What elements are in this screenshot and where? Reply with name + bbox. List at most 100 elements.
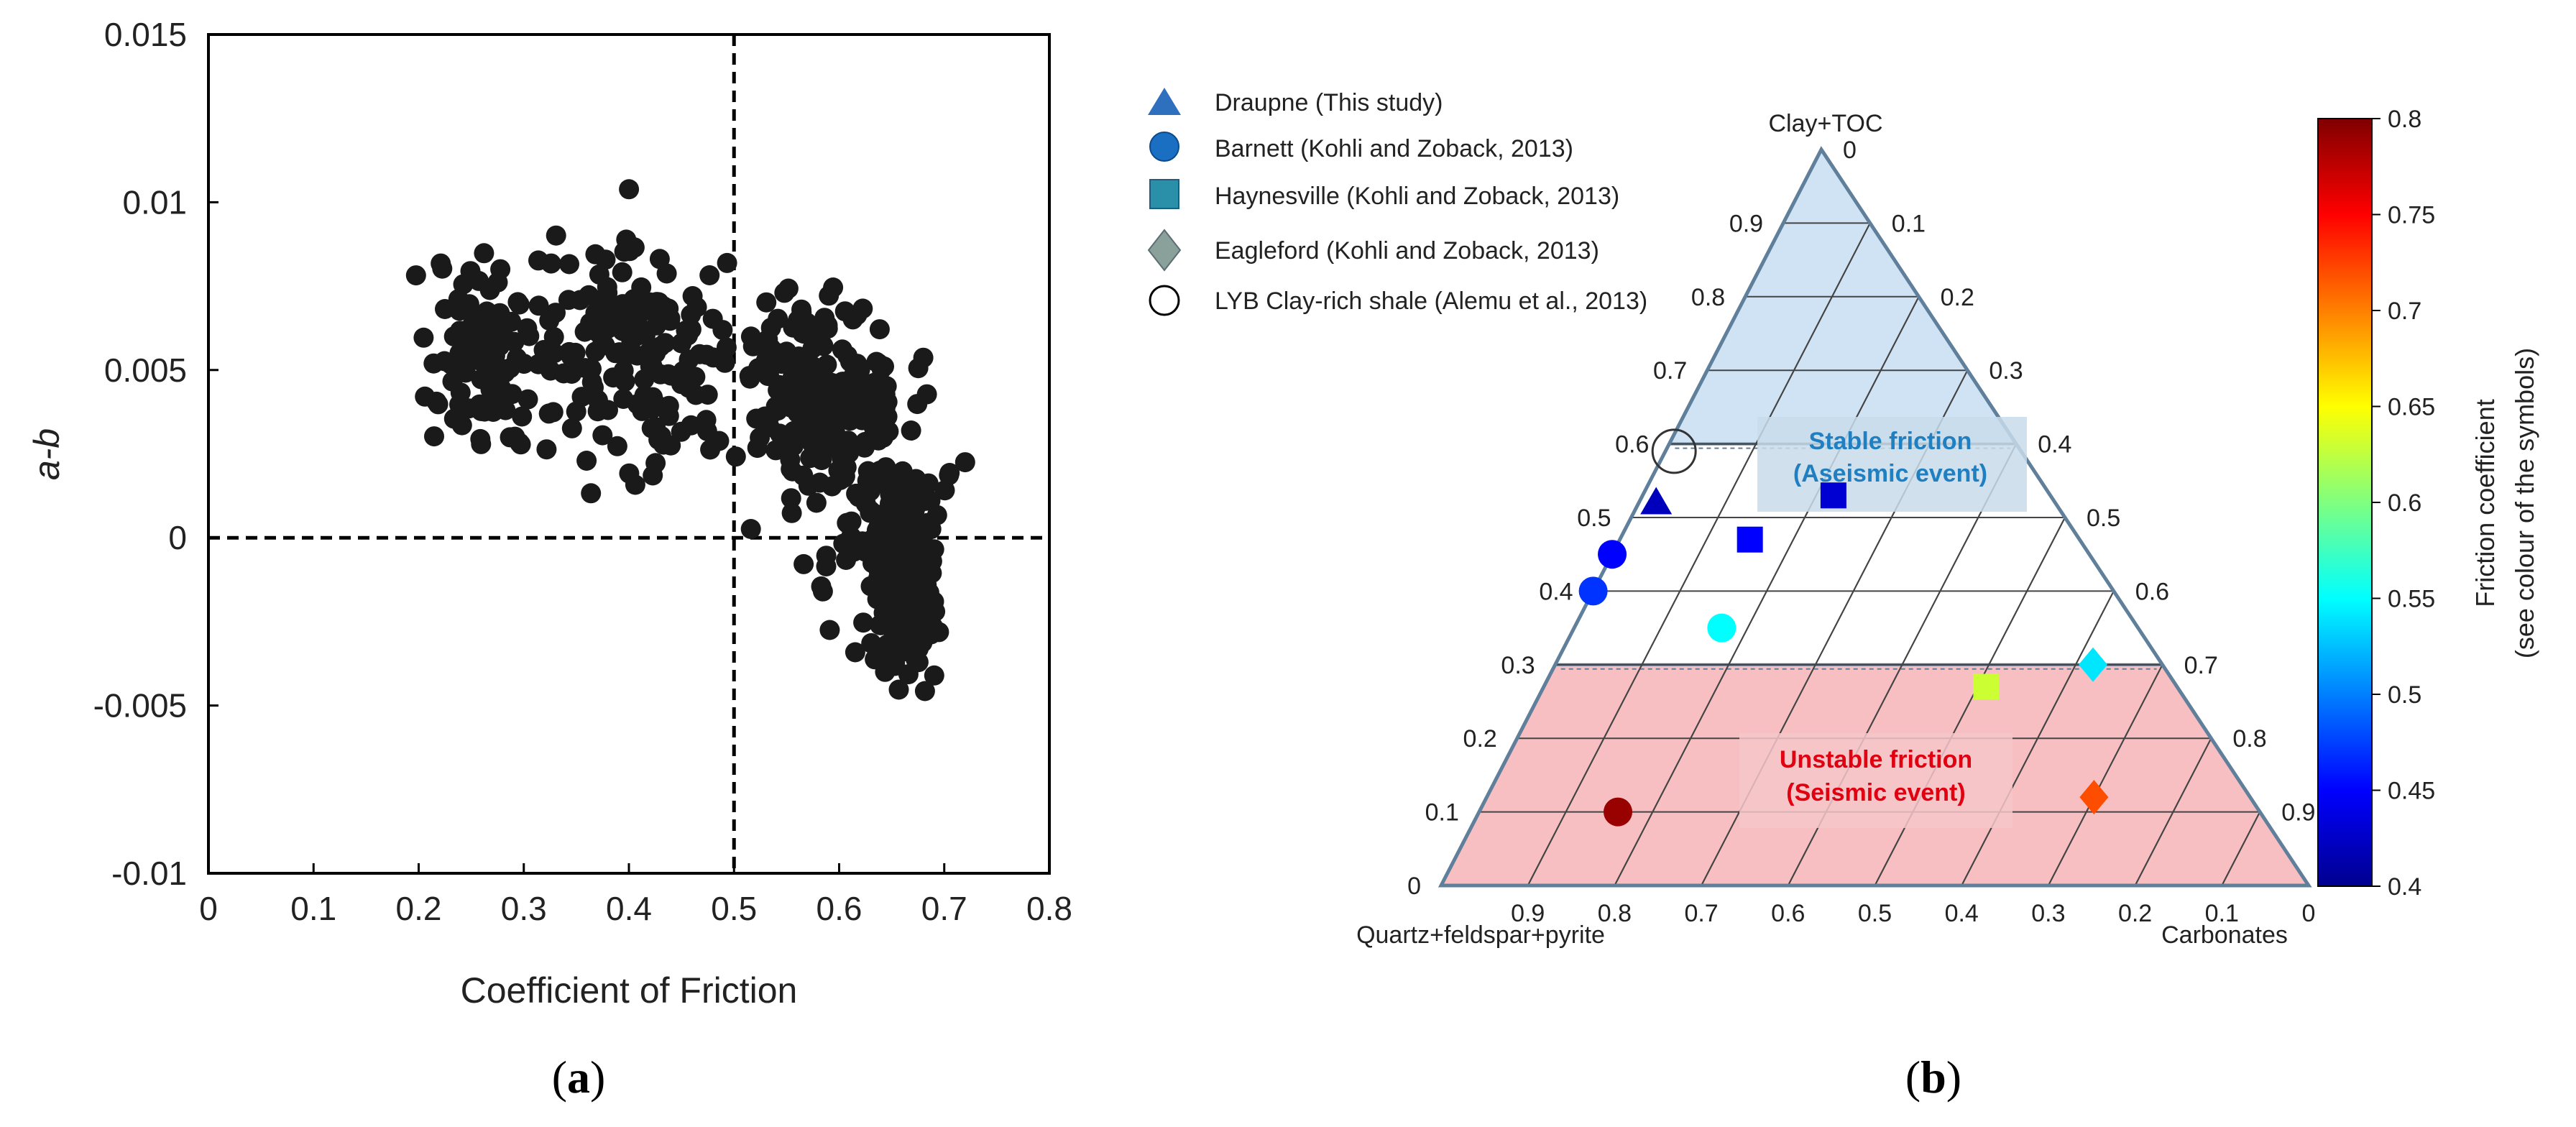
x-tick-label: 0.6 [816, 890, 862, 927]
ternary-point-square [1973, 673, 2000, 700]
scatter-point [906, 469, 926, 489]
y-tick-label: 0.005 [104, 351, 187, 389]
scatter-point [413, 327, 434, 348]
ternary-point-circle [1707, 613, 1736, 643]
bottom-tick-label: 0.4 [1945, 900, 1979, 927]
scatter-point [911, 513, 932, 533]
scatter-point [819, 620, 840, 640]
ternary-grid-line [1527, 222, 1871, 886]
ternary-point-diamond [2079, 780, 2109, 815]
scatter-point [635, 325, 656, 346]
scatter-point [914, 681, 935, 702]
stable-label-line1: Stable friction [1809, 428, 1972, 455]
scatter-point [681, 319, 702, 340]
scatter-point [543, 402, 564, 423]
ternary-grid-line [1961, 590, 2115, 886]
scatter-point [634, 369, 655, 390]
scatter-point [649, 249, 670, 270]
left-tick-label: 0 [1407, 873, 1421, 900]
scatter-point [819, 285, 840, 306]
scatter-point [540, 253, 561, 274]
scatter-point [546, 225, 566, 246]
scatter-point [841, 511, 862, 532]
scatter-point [848, 487, 869, 507]
legend-item-haynesville: Haynesville (Kohli and Zoback, 2013) [1149, 179, 1619, 210]
scatter-point [794, 553, 814, 574]
legend: Draupne (This study) Barnett (Kohli and … [1147, 88, 1647, 316]
ternary-point-circle [1598, 540, 1627, 569]
x-tick-label: 0.7 [921, 890, 967, 927]
right-tick-label: 0.8 [2232, 725, 2266, 753]
scatter-point [423, 353, 444, 374]
scatter-point [855, 431, 875, 452]
scatter-point [509, 294, 530, 315]
scatter-point [488, 313, 509, 334]
scatter-point [592, 292, 612, 313]
scatter-point [740, 368, 760, 389]
left-tick-label: 0.7 [1653, 357, 1687, 385]
unstable-region-label: Unstable friction (Seismic event) [1739, 733, 2012, 828]
stable-region-label: Stable friction (Aseismic event) [1757, 417, 2027, 512]
scatter-point [443, 408, 464, 429]
scatter-point [806, 440, 827, 461]
colorbar-tick-label: 0.55 [2388, 586, 2435, 613]
scatter-point [543, 326, 564, 347]
scatter-point [470, 428, 491, 449]
scatter-point [869, 319, 890, 340]
scatter-point [781, 488, 801, 509]
scatter-point [603, 367, 624, 388]
scatter-point [886, 531, 906, 552]
left-tick-label: 0.3 [1501, 652, 1535, 679]
scatter-point [816, 546, 837, 566]
colorbar-tick-label: 0.8 [2388, 106, 2421, 133]
scatter-point [500, 427, 520, 448]
scatter-point [840, 376, 860, 397]
right-tick-label: 0.6 [2135, 578, 2169, 605]
scatter-point [559, 254, 579, 275]
scatter-point [469, 394, 490, 415]
scatter-point [877, 406, 898, 427]
scatter-point [742, 336, 763, 356]
scatter-point [870, 615, 891, 635]
scatter-point [760, 318, 781, 339]
scatter-point [647, 292, 667, 313]
scatter-point [714, 352, 735, 373]
scatter-point [853, 612, 874, 633]
ternary-point-square [1820, 482, 1846, 509]
unstable-label-line1: Unstable friction [1780, 746, 1972, 773]
ternary-outline [1438, 146, 2312, 888]
scatter-point [793, 465, 814, 486]
ternary-point-circle [1578, 576, 1608, 606]
scatter-point [561, 364, 582, 384]
right-tick-label: 0 [1843, 137, 1857, 164]
y-tick-label: -0.01 [111, 855, 187, 892]
colorbar-tick-label: 0.5 [2388, 681, 2421, 709]
scatter-point [756, 292, 777, 313]
scatter-point [880, 495, 901, 516]
scatter-point [449, 343, 470, 364]
scatter-point [796, 349, 817, 370]
scatter-point [697, 385, 718, 405]
left-tick-label: 0.1 [1425, 799, 1459, 827]
right-tick-label: 0.1 [1892, 210, 1926, 237]
colorbar-tick-label: 0.7 [2388, 298, 2421, 325]
y-tick-label: -0.005 [93, 687, 187, 724]
scatter-point [512, 406, 533, 427]
scatter-point [671, 333, 692, 354]
scatter-point [910, 562, 931, 583]
bottom-tick-label: 0.6 [1771, 900, 1805, 927]
scatter-point [576, 451, 597, 471]
scatter-point [565, 342, 586, 363]
right-tick-label: 0.2 [1941, 284, 1974, 311]
bottom-tick-label: 0.5 [1858, 900, 1892, 927]
scatter-point [456, 327, 477, 348]
colorbar-gradient [2317, 118, 2373, 887]
scatter-point [939, 465, 960, 486]
scatter-point [888, 609, 908, 630]
scatter-point [405, 265, 426, 286]
open-circle-marker-icon [1149, 285, 1180, 316]
ternary-tick-labels: 0 0.1 0.2 0.3 0.4 0.5 0.6 0.7 0.8 0.9 0 0.1 0.2 0.3 0.… [1407, 137, 2315, 927]
ternary-point-circle [1604, 797, 1633, 827]
scatter-point [817, 315, 838, 336]
legend-item-barnett: Barnett (Kohli and Zoback, 2013) [1149, 132, 1573, 162]
